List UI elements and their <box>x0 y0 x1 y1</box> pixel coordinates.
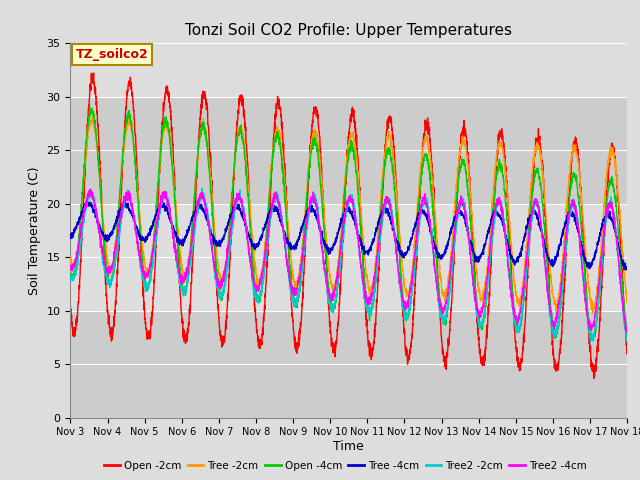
Text: TZ_soilco2: TZ_soilco2 <box>76 48 148 61</box>
Bar <box>70 311 627 418</box>
Bar <box>70 204 627 311</box>
Title: Tonzi Soil CO2 Profile: Upper Temperatures: Tonzi Soil CO2 Profile: Upper Temperatur… <box>186 23 512 38</box>
Legend: Open -2cm, Tree -2cm, Open -4cm, Tree -4cm, Tree2 -2cm, Tree2 -4cm: Open -2cm, Tree -2cm, Open -4cm, Tree -4… <box>100 456 591 475</box>
Bar <box>70 43 627 96</box>
X-axis label: Time: Time <box>333 440 364 453</box>
Bar <box>70 96 627 204</box>
Y-axis label: Soil Temperature (C): Soil Temperature (C) <box>28 166 41 295</box>
